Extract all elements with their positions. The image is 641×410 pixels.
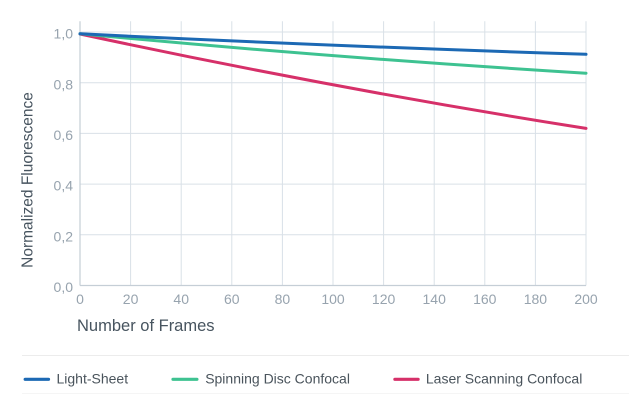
- svg-text:40: 40: [173, 291, 189, 307]
- svg-text:Normalized Fluorescence: Normalized Fluorescence: [20, 92, 37, 268]
- svg-text:Spinning Disc Confocal: Spinning Disc Confocal: [205, 371, 350, 387]
- svg-text:140: 140: [423, 291, 447, 307]
- svg-text:0,2: 0,2: [54, 228, 74, 244]
- svg-text:80: 80: [275, 291, 291, 307]
- svg-text:0,8: 0,8: [54, 76, 74, 92]
- svg-text:Light-Sheet: Light-Sheet: [57, 371, 129, 387]
- svg-text:0,4: 0,4: [54, 178, 74, 194]
- svg-text:60: 60: [224, 291, 240, 307]
- svg-text:1,0: 1,0: [54, 26, 74, 42]
- svg-text:Number of Frames: Number of Frames: [77, 317, 215, 335]
- svg-text:160: 160: [473, 291, 497, 307]
- svg-text:0,6: 0,6: [54, 127, 74, 143]
- svg-text:20: 20: [123, 291, 139, 307]
- svg-text:120: 120: [372, 291, 396, 307]
- svg-text:100: 100: [321, 291, 345, 307]
- svg-text:0,0: 0,0: [54, 279, 74, 295]
- svg-text:180: 180: [524, 291, 548, 307]
- svg-text:0: 0: [76, 291, 84, 307]
- svg-text:Laser Scanning Confocal: Laser Scanning Confocal: [426, 371, 582, 387]
- svg-text:200: 200: [574, 291, 598, 307]
